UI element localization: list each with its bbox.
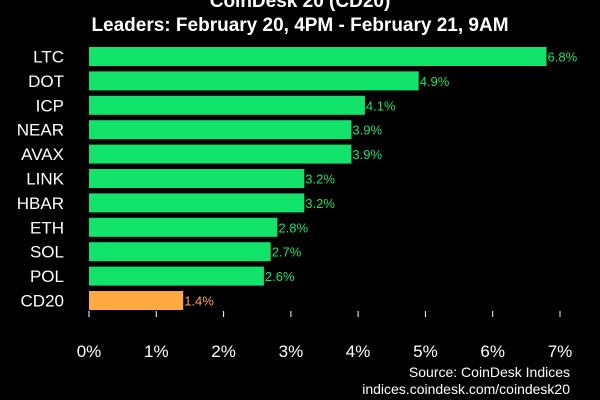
chart-header: CoinDesk 20 (CD20) Leaders: February 20,…	[0, 0, 600, 37]
category-label: LINK	[26, 170, 64, 189]
x-tick-label: 3%	[279, 342, 304, 361]
bar-link	[89, 169, 305, 188]
x-tick-label: 2%	[211, 342, 236, 361]
value-label: 3.2%	[305, 196, 335, 211]
bar-sol	[89, 242, 271, 262]
bar-dot	[89, 71, 419, 91]
x-tick-label: 5%	[413, 342, 438, 361]
bar-ltc	[89, 47, 547, 66]
value-label: 2.6%	[265, 269, 295, 284]
category-label: DOT	[28, 72, 64, 91]
value-label: 3.9%	[352, 123, 382, 138]
value-label: 3.9%	[352, 147, 382, 162]
category-label: SOL	[30, 243, 64, 262]
bar-pol	[89, 266, 264, 286]
category-label: ICP	[36, 96, 64, 115]
source-url: indices.coindesk.com/coindesk20	[362, 381, 570, 397]
source-line: Source: CoinDesk Indices	[408, 364, 570, 380]
category-label: CD20	[21, 292, 64, 311]
value-label: 3.2%	[305, 172, 335, 187]
x-tick-label: 6%	[480, 342, 505, 361]
value-label: 2.7%	[272, 245, 302, 260]
value-label: 4.9%	[420, 74, 450, 89]
chart-title: CoinDesk 20 (CD20)	[209, 0, 391, 12]
x-tick-label: 0%	[77, 342, 102, 361]
x-tick-label: 4%	[346, 342, 371, 361]
value-label: 4.1%	[366, 98, 396, 113]
chart-subtitle: Leaders: February 20, 4PM - February 21,…	[91, 15, 509, 36]
category-label: LTC	[33, 48, 64, 67]
x-tick-label: 7%	[548, 342, 573, 361]
bar-eth	[89, 217, 278, 237]
category-label: AVAX	[21, 145, 64, 164]
value-label: 2.8%	[278, 220, 308, 235]
bar-cd20	[89, 291, 184, 310]
category-label: HBAR	[17, 194, 64, 213]
source-note: Source: CoinDesk Indices indices.coindes…	[362, 364, 570, 398]
category-label: POL	[30, 267, 64, 286]
category-label: ETH	[30, 218, 64, 237]
value-label: 6.8%	[548, 50, 578, 65]
value-label: 1.4%	[184, 294, 214, 309]
category-label: NEAR	[17, 121, 64, 140]
bar-near	[89, 120, 352, 140]
bar-hbar	[89, 193, 305, 213]
x-tick-label: 1%	[144, 342, 169, 361]
bar-icp	[89, 95, 365, 115]
bar-avax	[89, 144, 352, 164]
